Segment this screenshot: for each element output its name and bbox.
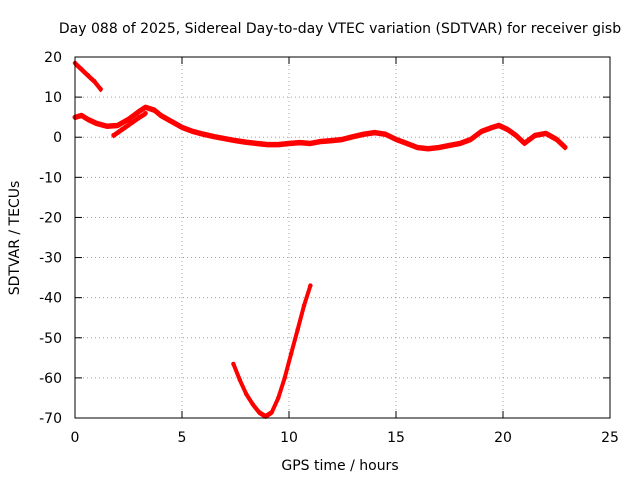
data-point bbox=[479, 129, 484, 134]
chart-title: Day 088 of 2025, Sidereal Day-to-day VTE… bbox=[59, 21, 621, 37]
data-point bbox=[276, 395, 281, 401]
data-point bbox=[522, 141, 527, 146]
data-point bbox=[308, 283, 313, 288]
data-point bbox=[201, 131, 206, 137]
data-point bbox=[231, 361, 236, 367]
data-point bbox=[436, 145, 441, 150]
data-point bbox=[263, 413, 268, 419]
data-point bbox=[244, 391, 249, 397]
data-point bbox=[233, 138, 238, 143]
series-trace-0 bbox=[74, 108, 567, 152]
data-point bbox=[237, 377, 242, 383]
tick-labels: 0 5 10 15 20 25 20 10 0 -10 -20 -30 -40 -50 -60 -70 bbox=[39, 50, 619, 446]
data-point bbox=[554, 137, 559, 142]
data-point bbox=[297, 140, 302, 145]
data-point bbox=[79, 66, 84, 72]
data-point bbox=[92, 78, 97, 84]
data-point bbox=[269, 409, 275, 415]
y-tick-label: -40 bbox=[39, 291, 62, 307]
data-point bbox=[98, 86, 103, 92]
data-point bbox=[562, 145, 568, 150]
data-point bbox=[318, 139, 324, 144]
data-point bbox=[143, 111, 148, 116]
data-point bbox=[111, 133, 116, 138]
data-point bbox=[505, 127, 510, 132]
data-point bbox=[415, 145, 420, 150]
data-point bbox=[190, 129, 195, 134]
data-point bbox=[543, 131, 548, 136]
data-point bbox=[447, 143, 452, 148]
data-point bbox=[126, 117, 131, 122]
plot-frame bbox=[74, 56, 611, 419]
data-point bbox=[404, 141, 409, 146]
y-tick-label: 0 bbox=[53, 130, 62, 146]
data-point bbox=[490, 125, 495, 130]
data-point bbox=[256, 409, 262, 415]
data-point bbox=[158, 113, 163, 118]
y-tick-label: 20 bbox=[44, 50, 62, 66]
data-point bbox=[222, 136, 227, 141]
data-point bbox=[468, 137, 474, 142]
data-point bbox=[85, 117, 91, 122]
x-tick-label: 0 bbox=[71, 430, 80, 446]
data-point bbox=[351, 134, 356, 139]
data-point bbox=[104, 123, 110, 129]
data-point bbox=[295, 327, 300, 332]
y-tick-label: -20 bbox=[39, 210, 62, 226]
x-tick-label: 15 bbox=[387, 430, 405, 446]
data-point bbox=[425, 146, 431, 151]
data-point bbox=[211, 134, 217, 139]
data-point bbox=[250, 401, 255, 407]
data-point bbox=[94, 121, 99, 126]
data-point bbox=[340, 137, 345, 142]
data-point bbox=[372, 130, 377, 135]
data-point bbox=[115, 123, 121, 128]
data-point bbox=[329, 138, 334, 143]
data-point bbox=[383, 131, 388, 137]
data-point bbox=[308, 141, 313, 146]
data-point bbox=[458, 141, 463, 146]
data-point bbox=[169, 119, 174, 124]
data-point bbox=[301, 303, 307, 308]
y-tick-label: -60 bbox=[39, 371, 62, 387]
data-point bbox=[79, 113, 84, 118]
y-tick-label: -50 bbox=[39, 331, 62, 347]
data-point bbox=[85, 72, 91, 78]
data-point bbox=[513, 133, 518, 138]
data-point bbox=[152, 107, 157, 113]
y-tick-label: -30 bbox=[39, 251, 62, 267]
y-tick-label: -70 bbox=[39, 411, 62, 427]
data-point bbox=[393, 137, 399, 142]
data-point bbox=[286, 141, 292, 146]
data-point bbox=[254, 141, 260, 146]
data-point bbox=[265, 142, 270, 147]
x-tick-label: 25 bbox=[601, 430, 619, 446]
y-axis-label: SDTVAR / TECUs bbox=[7, 181, 23, 296]
data-point bbox=[288, 351, 294, 356]
data-point bbox=[137, 109, 142, 114]
series-layer bbox=[72, 60, 568, 419]
ticks bbox=[74, 56, 611, 419]
y-tick-label: -10 bbox=[39, 170, 62, 186]
data-point bbox=[496, 123, 501, 128]
data-point bbox=[244, 139, 249, 145]
data-point bbox=[282, 375, 287, 381]
data-point bbox=[128, 121, 133, 126]
data-point bbox=[137, 115, 142, 120]
x-tick-label: 20 bbox=[494, 430, 512, 446]
data-point bbox=[361, 131, 367, 137]
data-point bbox=[143, 104, 148, 110]
data-point bbox=[119, 127, 125, 132]
x-tick-label: 5 bbox=[178, 430, 187, 446]
data-point bbox=[532, 133, 538, 138]
data-point bbox=[276, 142, 281, 147]
y-tick-label: 10 bbox=[44, 90, 62, 106]
data-point bbox=[179, 125, 185, 130]
x-tick-label: 10 bbox=[280, 430, 298, 446]
x-axis-label: GPS time / hours bbox=[281, 458, 398, 474]
